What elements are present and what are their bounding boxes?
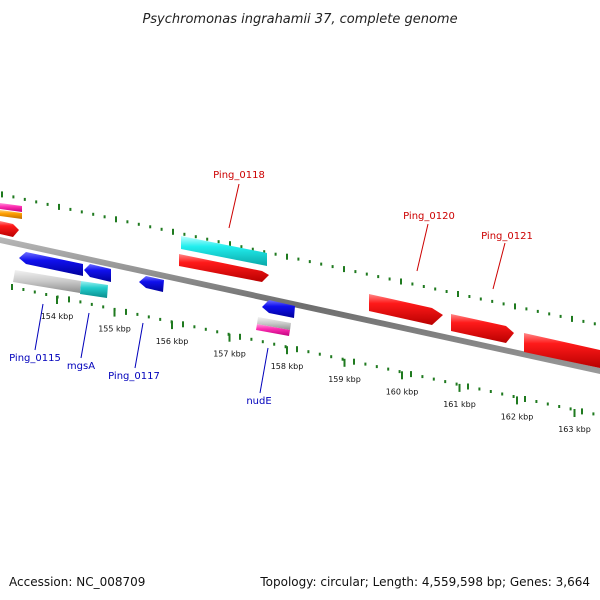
leader-nudE: [259, 347, 269, 394]
feature-pink-left[interactable]: [0, 203, 22, 212]
gene-red-right-edge[interactable]: [524, 333, 600, 368]
scale-tick-label: 154 kbp: [41, 312, 74, 321]
gene-labels: Ping_0118 Ping_0120 Ping_0121 Ping_0115 …: [9, 170, 533, 407]
accession-text: Accession: NC_008709: [9, 575, 146, 589]
gene-ping-0121[interactable]: [451, 314, 514, 343]
genome-summary-text: Topology: circular; Length: 4,559,598 bp…: [260, 575, 590, 589]
gene-ping-0117[interactable]: [139, 276, 164, 292]
label-ping-0118[interactable]: Ping_0118: [213, 170, 265, 181]
feature-orange-left[interactable]: [0, 210, 22, 219]
map-title: Psychromonas ingrahamii 37, complete gen…: [142, 12, 457, 27]
scale-tick-label: 162 kbp: [501, 412, 534, 421]
gene-blue-reverse-3[interactable]: [262, 300, 295, 318]
feature-red-left[interactable]: [0, 221, 19, 237]
label-ping-0117[interactable]: Ping_0117: [108, 371, 160, 382]
genome-backbone: [0, 237, 600, 374]
gene-nudE[interactable]: [256, 324, 290, 336]
scale-tick-label: 158 kbp: [271, 362, 304, 371]
scale-ticks: 154 kbp 155 kbp 156 kbp 157 kbp 158 kbp 159 k…: [41, 296, 591, 434]
gene-blue-reverse-2[interactable]: [84, 264, 111, 282]
scale-tick-label: 159 kbp: [328, 375, 361, 384]
leader-ping-0117: [134, 322, 144, 369]
gene-mgsA[interactable]: [80, 281, 108, 298]
gene-ping-0118[interactable]: [181, 236, 267, 266]
label-ping-0121[interactable]: Ping_0121: [481, 231, 533, 242]
gene-nudE-gray[interactable]: [257, 317, 291, 330]
leader-ping-0121: [492, 242, 506, 290]
leader-ping-0120: [416, 223, 429, 272]
scale-tick-label: 155 kbp: [98, 325, 131, 334]
label-mgsA[interactable]: mgsA: [67, 361, 95, 372]
label-nudE[interactable]: nudE: [246, 396, 271, 407]
leader-mgsA: [80, 312, 90, 359]
gene-leaders: [34, 183, 506, 394]
gene-features: [0, 203, 600, 368]
gene-blue-reverse-1[interactable]: [19, 252, 83, 276]
bottom-guide-track: [11, 284, 595, 416]
scale-tick-label: 163 kbp: [558, 425, 591, 434]
gene-ping-0118-red[interactable]: [179, 254, 269, 282]
scale-tick-label: 157 kbp: [213, 350, 246, 359]
gene-ping-0120[interactable]: [369, 294, 443, 325]
scale-tick-label: 160 kbp: [386, 387, 419, 396]
leader-ping-0118: [228, 183, 240, 229]
label-ping-0120[interactable]: Ping_0120: [403, 211, 455, 222]
gene-ping-0115[interactable]: [13, 270, 81, 293]
label-ping-0115[interactable]: Ping_0115: [9, 353, 61, 364]
leader-ping-0115: [34, 303, 44, 351]
scale-tick-label: 161 kbp: [443, 400, 476, 409]
scale-tick-label: 156 kbp: [156, 337, 189, 346]
